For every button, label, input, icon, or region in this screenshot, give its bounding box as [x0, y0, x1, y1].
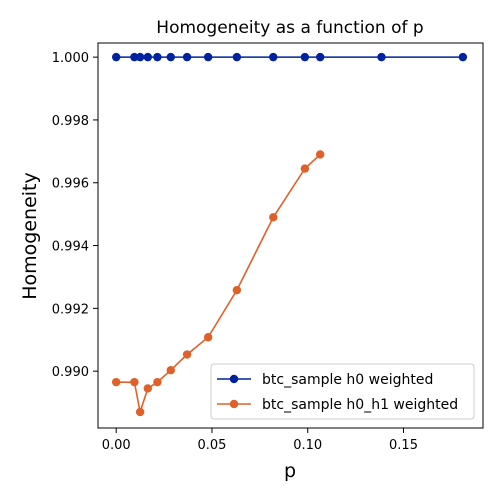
y-tick-label: 0.994 — [52, 240, 89, 255]
y-tick-label: 0.998 — [52, 114, 89, 129]
data-point — [153, 378, 161, 386]
data-point — [269, 213, 277, 221]
y-axis-label: Homogeneity — [19, 172, 41, 300]
data-point — [144, 384, 152, 392]
y-tick-label: 0.996 — [52, 177, 89, 192]
data-point — [167, 53, 175, 61]
data-point — [153, 53, 161, 61]
data-point — [301, 53, 309, 61]
data-point — [377, 53, 385, 61]
y-tick-label: 1.000 — [52, 51, 89, 66]
data-point — [136, 408, 144, 416]
y-axis: 0.990 0.992 0.994 0.996 0.998 1.000 — [52, 51, 98, 380]
data-point — [204, 333, 212, 341]
data-point — [183, 350, 191, 358]
data-point — [144, 53, 152, 61]
data-point — [301, 164, 309, 172]
data-point — [112, 378, 120, 386]
x-tick-label: 0.15 — [389, 438, 418, 453]
y-tick-label: 0.992 — [52, 302, 89, 317]
data-point — [233, 53, 241, 61]
data-point — [204, 53, 212, 61]
data-point — [167, 366, 175, 374]
data-point — [459, 53, 467, 61]
data-point — [316, 53, 324, 61]
series-layer — [112, 53, 467, 416]
data-point — [316, 150, 324, 158]
y-tick-label: 0.990 — [52, 365, 89, 380]
legend: btc_sample h0 weighted btc_sample h0_h1 w… — [211, 364, 474, 419]
legend-label: btc_sample h0 weighted — [262, 372, 433, 388]
x-tick-label: 0.00 — [102, 438, 131, 453]
legend-label: btc_sample h0_h1 weighted — [262, 397, 458, 413]
x-axis-label: p — [284, 460, 296, 482]
chart-title: Homogeneity as a function of p — [156, 18, 423, 38]
series-1 — [112, 53, 467, 61]
x-tick-label: 0.10 — [293, 438, 322, 453]
data-point — [130, 378, 138, 386]
x-tick-label: 0.05 — [197, 438, 226, 453]
x-axis: 0.00 0.05 0.10 0.15 — [102, 428, 418, 453]
legend-marker — [230, 375, 238, 383]
legend-marker — [230, 400, 238, 408]
data-point — [233, 286, 241, 294]
data-point — [183, 53, 191, 61]
data-point — [136, 53, 144, 61]
data-point — [112, 53, 120, 61]
data-point — [269, 53, 277, 61]
